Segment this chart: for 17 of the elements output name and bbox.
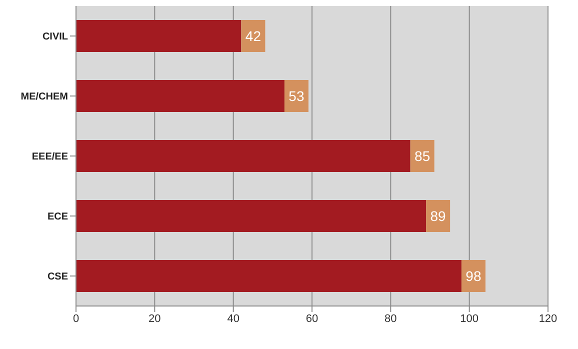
y-tick-label: CIVIL [42, 32, 68, 43]
data-label: 89 [430, 208, 446, 224]
y-tick-label: ME/CHEM [20, 92, 68, 103]
x-tick-label: 80 [384, 312, 397, 325]
data-label: 42 [245, 28, 262, 44]
data-label: 98 [466, 268, 482, 284]
x-tick-label: 60 [306, 312, 318, 325]
x-tick-label: 40 [227, 312, 240, 325]
data-label: 85 [414, 148, 430, 164]
y-tick-label: ECE [47, 212, 68, 223]
x-tick-label: 20 [148, 312, 161, 325]
y-tick-label: EEE/EE [32, 152, 68, 163]
x-tick-label: 100 [460, 312, 479, 325]
x-tick-label: 120 [538, 312, 558, 325]
data-label: 53 [288, 88, 304, 104]
y-tick-label: CSE [47, 272, 68, 283]
x-tick-label: 0 [72, 312, 80, 325]
